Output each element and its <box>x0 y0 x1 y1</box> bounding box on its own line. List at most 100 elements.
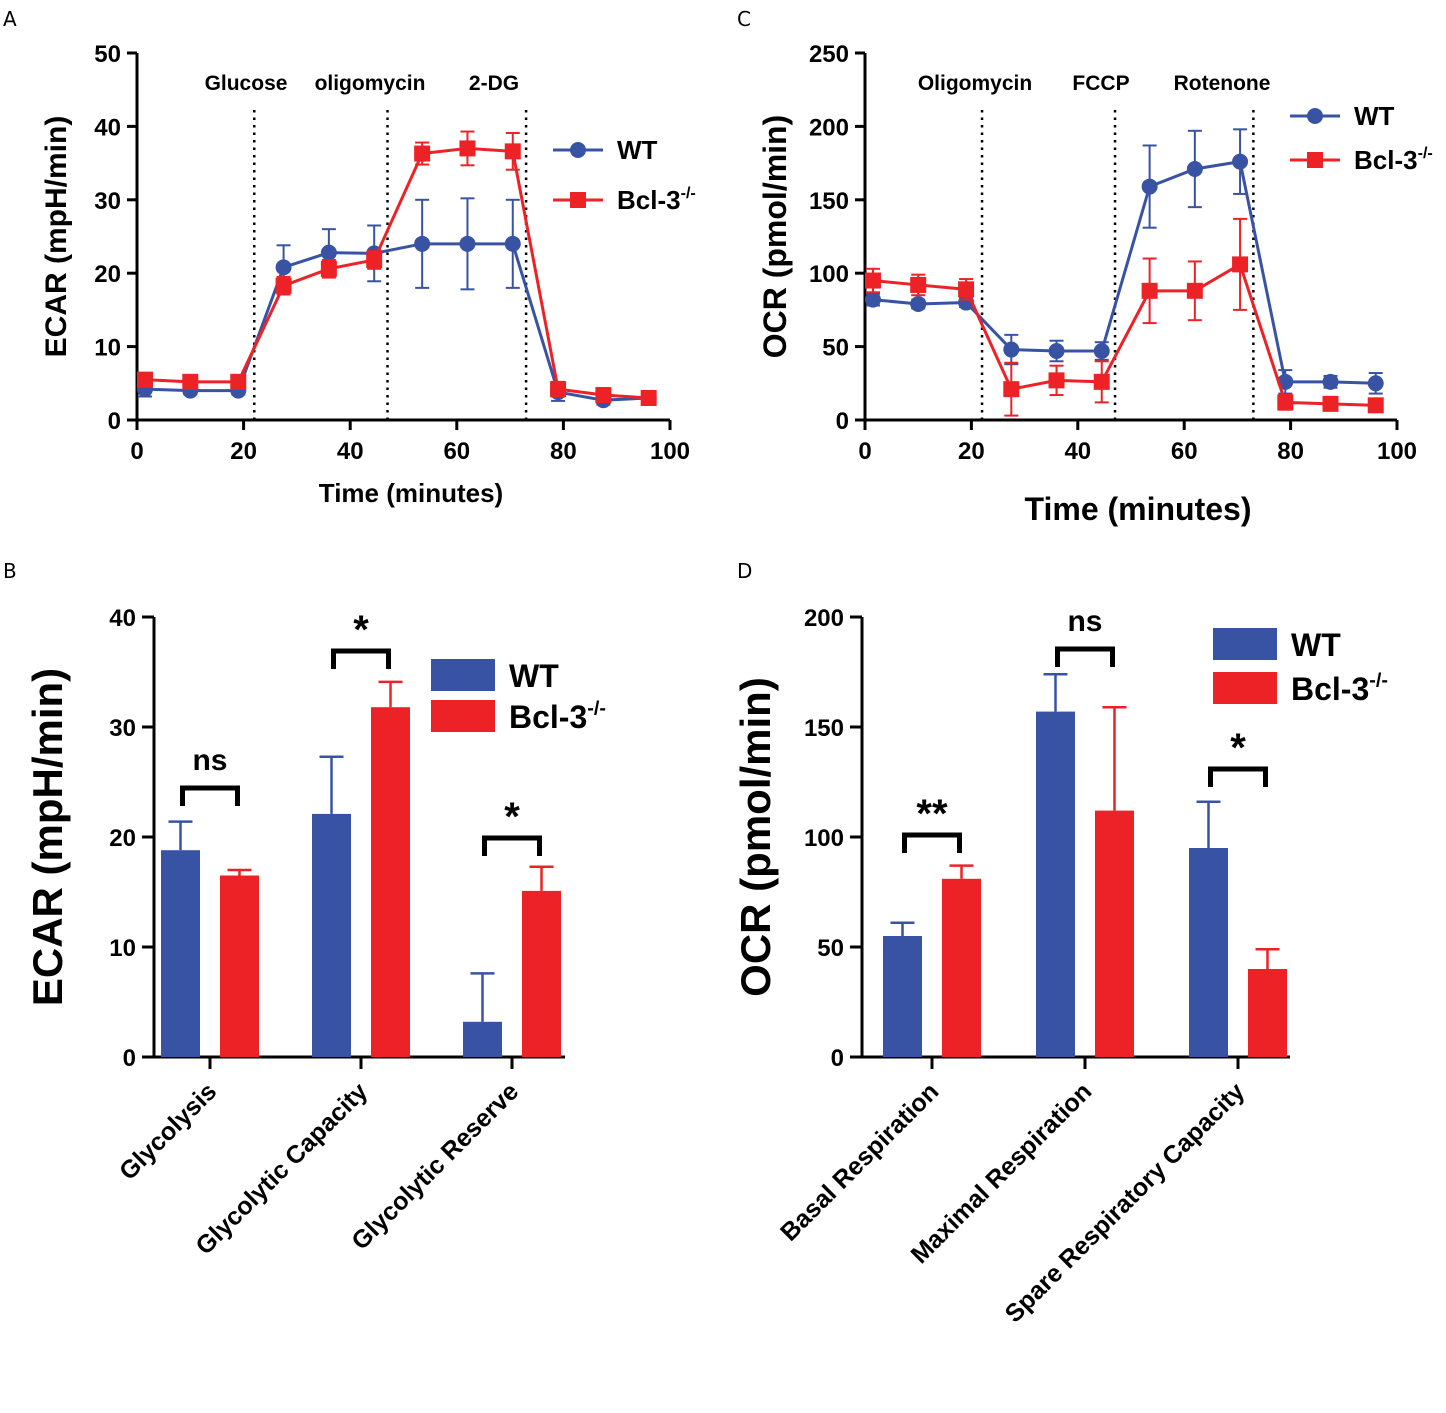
panel-label: D <box>737 559 752 583</box>
bar-wt <box>161 850 200 1057</box>
series-wt <box>136 197 657 409</box>
y-ytick-label: 20 <box>94 261 121 288</box>
data-point <box>320 244 337 261</box>
data-point <box>459 235 476 252</box>
bar-wt <box>312 813 351 1057</box>
data-point <box>1367 375 1384 392</box>
data-point <box>1322 395 1339 412</box>
data-point <box>550 381 567 398</box>
bar-bcl3 <box>220 875 259 1057</box>
x-tick-label: 80 <box>550 438 577 465</box>
significance-bracket <box>331 648 391 669</box>
data-point <box>230 373 247 390</box>
y-ytick-label: 50 <box>94 41 121 68</box>
legend-label: Bcl-3-/- <box>1291 670 1388 707</box>
y-axis-title: OCR (pmol/min) <box>757 115 793 359</box>
data-point <box>414 145 431 162</box>
category-label: Glycolytic Reserve <box>346 1077 524 1255</box>
data-point <box>320 260 337 277</box>
x-tick-label: 40 <box>1064 438 1091 465</box>
data-point <box>1277 394 1294 411</box>
panel-c: C 0 50 100 150 200 250 0 20 40 60 80 100 Time (minute… <box>737 7 1433 527</box>
y-ytick-label: 0 <box>831 1045 844 1072</box>
data-point <box>275 259 292 276</box>
data-point <box>182 373 199 390</box>
series-wt <box>864 128 1384 395</box>
legend-item: WT <box>1290 101 1395 131</box>
legend-swatch <box>1213 628 1277 660</box>
data-point <box>640 389 657 406</box>
series-line <box>872 262 1376 407</box>
x-tick-label: 100 <box>1377 438 1417 465</box>
data-point <box>1232 256 1249 273</box>
y-ytick-label: 0 <box>123 1045 136 1072</box>
panel-label: B <box>3 559 17 583</box>
bar-wt <box>883 936 922 1057</box>
panel-a: A 0 10 20 30 40 50 0 20 40 60 80 100 Time (minutes) EC… <box>3 7 696 508</box>
data-point <box>1141 282 1158 299</box>
panel-d: D 0 50 100 150 200 OCR (pmol/min) Basal Respira… <box>732 559 1388 1328</box>
y-ytick-label: 0 <box>108 408 121 435</box>
x-tick-label: 0 <box>858 438 871 465</box>
significance-label: ** <box>916 792 948 836</box>
significance-bracket <box>902 832 962 853</box>
x-tick-label: 0 <box>130 438 143 465</box>
series-bcl3 <box>136 130 657 406</box>
bar-bcl3 <box>1248 969 1287 1057</box>
legend-item: Bcl-3-/- <box>431 698 606 735</box>
data-point <box>1186 282 1203 299</box>
y-ytick-label: 50 <box>817 935 844 962</box>
legend-label-name: WT <box>1354 101 1395 131</box>
legend-swatch <box>1213 672 1277 704</box>
legend-marker <box>1307 152 1323 168</box>
data-point <box>414 235 431 252</box>
data-point <box>504 143 521 160</box>
significance-bracket <box>1055 646 1115 667</box>
significance-label: ns <box>1067 605 1102 638</box>
bar-bcl3 <box>522 890 561 1057</box>
y-ytick-label: 150 <box>804 715 844 742</box>
series-bcl3 <box>864 217 1384 417</box>
legend-item: Bcl-3-/- <box>1213 670 1388 707</box>
bar-bcl3 <box>942 878 981 1057</box>
x-tick-label: 20 <box>958 438 985 465</box>
y-ytick-label: 100 <box>804 825 844 852</box>
legend-label: WT <box>617 135 658 165</box>
data-point <box>1367 397 1384 414</box>
data-point <box>910 296 927 313</box>
legend-item: Bcl-3-/- <box>553 184 696 215</box>
legend-label: WT <box>1291 627 1341 663</box>
data-point <box>1186 160 1203 177</box>
x-tick-label: 100 <box>650 438 690 465</box>
legend-label: WT <box>1354 101 1395 131</box>
data-point <box>275 277 292 294</box>
data-point <box>1322 373 1339 390</box>
data-point <box>910 276 927 293</box>
category-label: Glycolysis <box>114 1077 222 1185</box>
data-point <box>459 140 476 157</box>
significance-bracket <box>482 835 542 856</box>
panel-label: C <box>737 7 751 31</box>
legend-marker <box>570 192 586 208</box>
x-tick-label: 60 <box>1171 438 1198 465</box>
category-label: Basal Respiration <box>775 1077 944 1246</box>
bar-bcl3 <box>371 707 410 1057</box>
data-point <box>1093 343 1110 360</box>
legend-item: WT <box>553 135 658 165</box>
y-ytick-label: 20 <box>109 825 136 852</box>
legend-label: Bcl-3-/- <box>1354 144 1433 175</box>
legend-label-superscript: -/- <box>587 698 606 720</box>
data-point <box>504 235 521 252</box>
x-tick-label: 80 <box>1277 438 1304 465</box>
significance-label: ns <box>192 744 227 777</box>
legend-label: WT <box>509 658 559 694</box>
bar-wt <box>463 1021 502 1057</box>
legend-item: WT <box>1213 627 1341 663</box>
series-line <box>872 159 1376 385</box>
legend-label-name: Bcl-3 <box>509 699 587 735</box>
data-point <box>1048 343 1065 360</box>
y-ytick-label: 250 <box>809 41 849 68</box>
data-point <box>1093 373 1110 390</box>
y-ytick-label: 0 <box>836 408 849 435</box>
data-point <box>1048 372 1065 389</box>
